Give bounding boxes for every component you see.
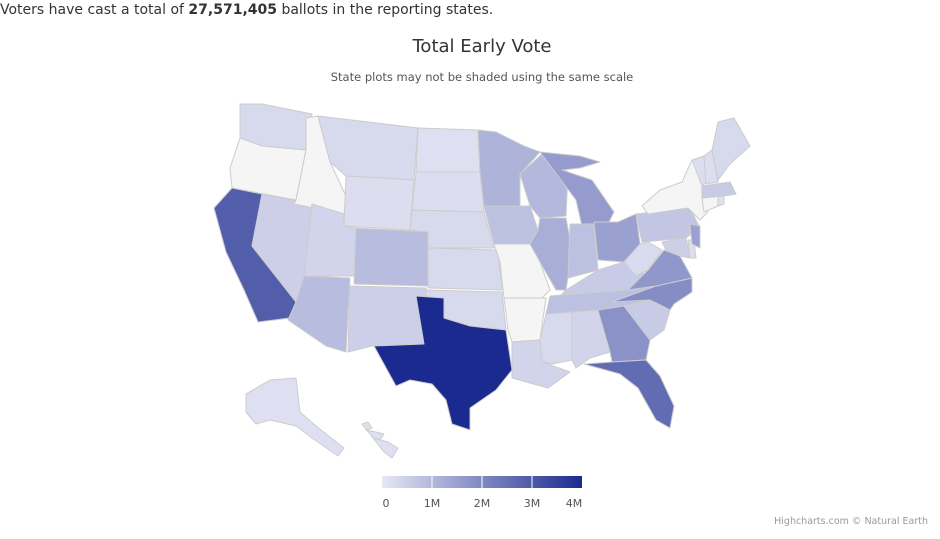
state-az[interactable] [287,275,351,353]
state-fl[interactable] [583,359,675,429]
legend-tick-label: 3M [524,497,541,510]
chart-title: Total Early Vote [412,36,552,57]
state-wv[interactable] [623,241,663,277]
state-ms[interactable] [539,311,573,365]
state-il[interactable] [529,217,573,291]
early-vote-summary: Voters have cast a total of 27,571,405 b… [0,2,493,18]
state-md[interactable] [661,237,691,259]
state-hi[interactable] [361,421,399,459]
state-ia[interactable] [483,205,539,245]
state-nd[interactable] [415,127,481,173]
state-ak[interactable] [245,377,345,457]
summary-prefix: Voters have cast a total of [0,2,184,18]
state-in[interactable] [567,223,599,279]
state-ct[interactable] [701,195,719,213]
state-sd[interactable] [411,171,485,213]
state-co[interactable] [353,227,429,287]
state-me[interactable] [711,117,751,181]
color-legend: 0 1M 2M 3M 4M [382,476,582,510]
credits-text[interactable]: Highcharts.com © Natural Earth [774,516,928,527]
state-ks[interactable] [427,247,503,291]
state-wy[interactable] [343,175,415,231]
state-ma[interactable] [701,181,737,199]
chart-subtitle: State plots may not be shaded using the … [330,70,634,84]
legend-tick-label: 2M [474,497,491,510]
state-ri[interactable] [717,195,725,207]
state-nj[interactable] [689,223,701,249]
state-nh[interactable] [703,149,719,185]
state-mi[interactable] [539,151,615,227]
state-nm[interactable] [347,285,427,353]
summary-total: 27,571,405 [188,2,277,18]
state-ar[interactable] [503,297,547,343]
legend-tick-label: 1M [424,497,441,510]
state-sc[interactable] [623,299,671,341]
summary-suffix: ballots in the reporting states. [281,2,494,18]
legend-tick-label: 4M [566,497,583,510]
state-tx[interactable] [373,295,513,431]
legend-tick-label: 0 [383,497,390,510]
